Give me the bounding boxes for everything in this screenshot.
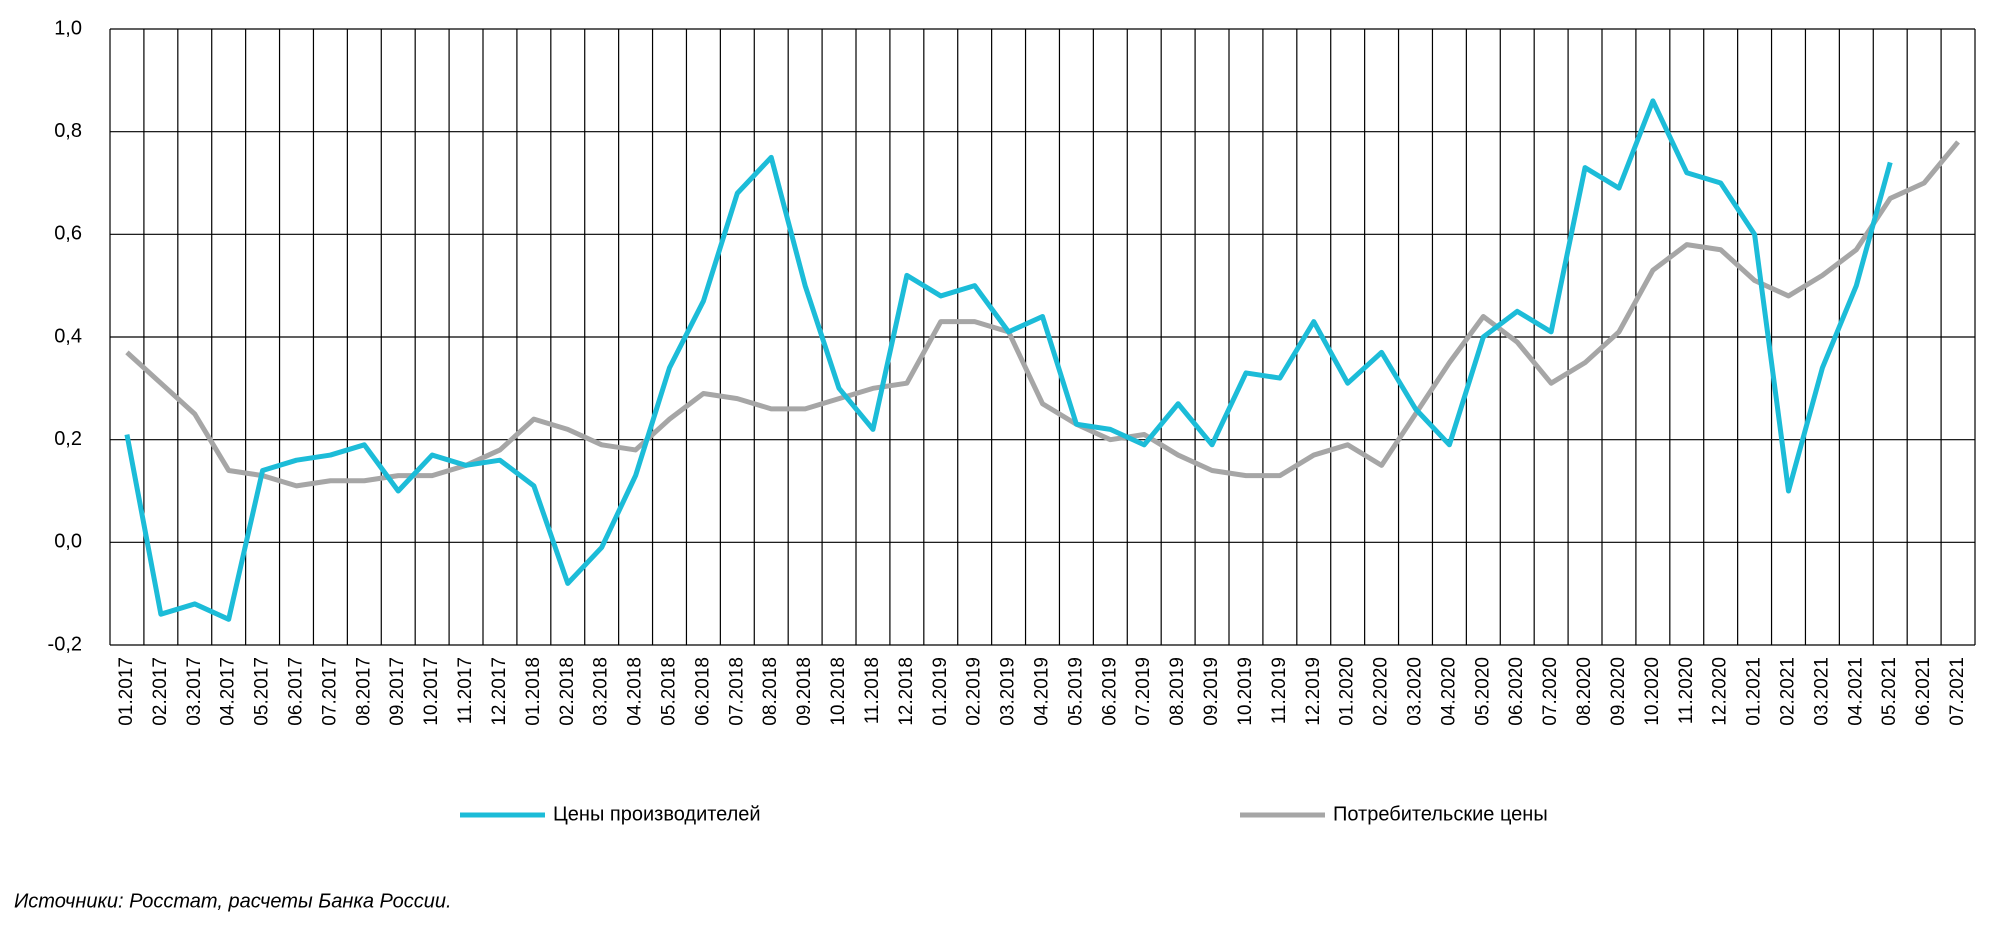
x-tick-label: 07.2019 [1133,657,1154,726]
x-tick-label: 04.2020 [1438,657,1459,726]
y-tick-label: -0,2 [48,633,82,655]
x-tick-label: 04.2021 [1845,657,1866,726]
x-tick-label: 07.2018 [726,657,747,726]
x-tick-label: 06.2019 [1099,657,1120,726]
x-tick-label: 01.2021 [1744,657,1765,726]
x-tick-label: 02.2018 [557,657,578,726]
x-tick-label: 04.2017 [218,657,239,726]
x-tick-label: 11.2020 [1676,657,1697,724]
x-tick-label: 02.2017 [150,657,171,726]
series-line [124,98,1893,622]
x-tick-label: 05.2021 [1879,657,1900,726]
source-note: Источники: Росстат, расчеты Банка России… [14,890,452,912]
x-tick-label: 03.2018 [591,657,612,726]
x-tick-label: 03.2021 [1811,657,1832,726]
x-tick-label: 02.2020 [1371,657,1392,726]
x-tick-label: 08.2018 [760,657,781,726]
x-tick-label: 09.2020 [1608,657,1629,726]
y-tick-label: 0,0 [54,531,82,553]
x-tick-label: 01.2020 [1337,657,1358,726]
x-tick-label: 02.2019 [964,657,985,726]
x-tick-label: 07.2021 [1947,657,1968,726]
x-tick-label: 08.2019 [1167,657,1188,726]
x-tick-label: 07.2017 [319,657,340,726]
x-tick-label: 11.2017 [455,657,476,724]
x-tick-label: 05.2018 [659,657,680,726]
x-tick-label: 06.2020 [1506,657,1527,726]
x-tick-label: 12.2017 [489,657,510,726]
x-tick-label: 10.2018 [828,657,849,726]
x-tick-label: 11.2018 [862,657,883,724]
x-tick-label: 03.2019 [998,657,1019,726]
x-tick-label: 10.2019 [1235,657,1256,726]
y-tick-label: 0,8 [54,120,82,142]
x-tick-label: 06.2021 [1913,657,1934,726]
x-tick-label: 03.2017 [184,657,205,726]
legend-label: Цены производителей [553,803,761,825]
x-tick-label: 12.2019 [1303,657,1324,726]
x-tick-label: 11.2019 [1269,657,1290,724]
x-tick-label: 12.2020 [1710,657,1731,726]
x-tick-label: 01.2017 [116,657,137,726]
x-tick-label: 01.2018 [523,657,544,726]
x-tick-label: 06.2017 [286,657,307,726]
x-tick-label: 03.2020 [1405,657,1426,726]
y-tick-label: 0,2 [54,428,82,450]
x-tick-label: 01.2019 [930,657,951,726]
y-tick-label: 0,4 [54,325,82,347]
x-tick-label: 07.2020 [1540,657,1561,726]
x-tick-label: 02.2021 [1778,657,1799,726]
legend-label: Потребительские цены [1333,803,1548,825]
x-tick-label: 06.2018 [692,657,713,726]
x-tick-label: 08.2020 [1574,657,1595,726]
x-tick-label: 09.2017 [387,657,408,726]
x-tick-label: 09.2019 [1201,657,1222,726]
x-tick-label: 09.2018 [794,657,815,726]
x-tick-label: 04.2019 [1032,657,1053,726]
x-tick-label: 05.2020 [1472,657,1493,726]
y-tick-label: 1,0 [54,17,82,39]
x-tick-label: 10.2017 [421,657,442,726]
x-tick-label: 08.2017 [353,657,374,726]
x-tick-label: 05.2019 [1065,657,1086,726]
x-tick-label: 12.2018 [896,657,917,726]
series-line [125,140,1960,489]
y-tick-label: 0,6 [54,223,82,245]
x-tick-label: 05.2017 [252,657,273,726]
x-tick-label: 10.2020 [1642,657,1663,726]
x-tick-label: 04.2018 [625,657,646,726]
